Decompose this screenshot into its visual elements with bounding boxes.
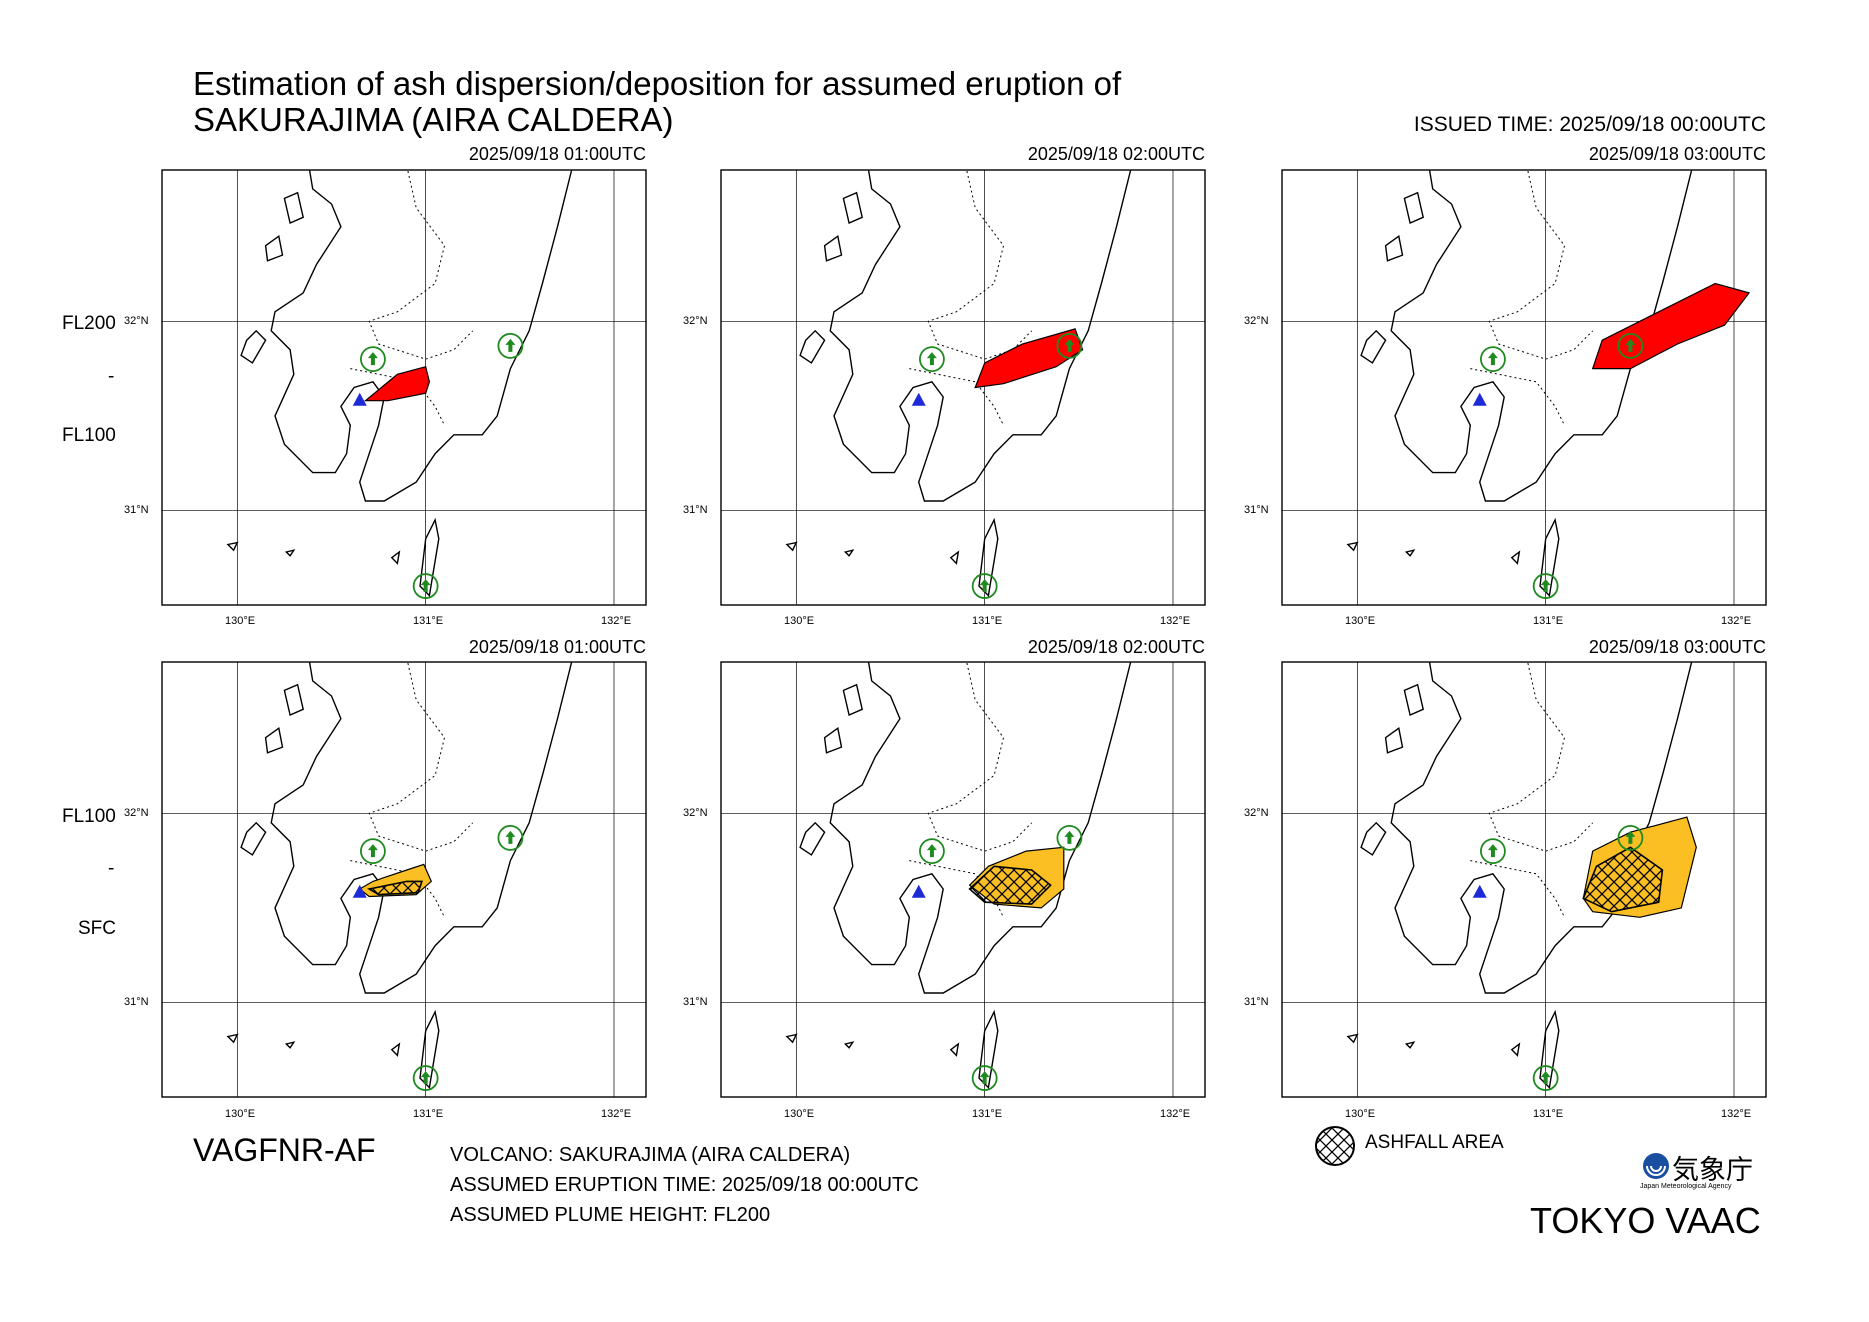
map-title-line2: SAKURAJIMA (AIRA CALDERA): [193, 101, 674, 138]
ash-area-1: [363, 365, 431, 402]
plume-height-info: ASSUMED PLUME HEIGHT: FL200: [450, 1204, 771, 1226]
agency-subtitle: Japan Meteorological Agency: [1640, 1183, 1732, 1190]
airport-icon: [1056, 332, 1083, 359]
volcano-icon: [911, 884, 926, 898]
ashfall-legend-label: ASHFALL AREA: [1365, 1132, 1504, 1153]
map-panel-6: [1282, 662, 1766, 1097]
lon-tick-130-r2c3: 130°E: [1345, 1108, 1376, 1120]
airport-icon: [919, 838, 945, 865]
airport-icon: [1617, 824, 1644, 851]
lat-tick-32-r1c1: 32°N: [124, 315, 149, 327]
lat-tick-32-r2c2: 32°N: [683, 807, 708, 819]
airport-icon: [971, 573, 998, 599]
ashfall-hatch-6: [1582, 846, 1664, 913]
map-frame-5: [720, 661, 1206, 1098]
lon-tick-132-r2c2: 132°E: [1160, 1108, 1191, 1120]
map-frame-1: [161, 169, 647, 606]
lat-tick-32-r2c3: 32°N: [1244, 807, 1269, 819]
airport-icon: [360, 346, 386, 373]
map-frame-2: [720, 169, 1206, 606]
eruption-time-info: ASSUMED ERUPTION TIME: 2025/09/18 00:00U…: [450, 1174, 919, 1196]
map-title-line1: Estimation of ash dispersion/deposition …: [193, 65, 1122, 102]
airport-icon: [919, 346, 945, 373]
lon-tick-130-r1c1: 130°E: [225, 615, 256, 627]
airport-icon: [497, 332, 524, 359]
ash-area-3: [1591, 282, 1751, 370]
row1-bottom-level: FL100: [62, 425, 116, 446]
lon-tick-132-r1c3: 132°E: [1721, 615, 1752, 627]
issued-time: ISSUED TIME: 2025/09/18 00:00UTC: [1413, 113, 1766, 136]
airport-icon: [1532, 573, 1559, 599]
volcano-icon: [1472, 884, 1487, 898]
airport-icon: [412, 1065, 439, 1091]
ashfall-hatch-5: [968, 865, 1052, 905]
lon-tick-130-r2c2: 130°E: [784, 1108, 815, 1120]
panel-time-r2c2: 2025/09/18 02:00UTC: [1027, 637, 1205, 657]
lon-tick-132-r1c2: 132°E: [1160, 615, 1191, 627]
panel-time-r1c2: 2025/09/18 02:00UTC: [1027, 144, 1205, 164]
lon-tick-132-r2c1: 132°E: [601, 1108, 632, 1120]
vaac-name: TOKYO VAAC: [1530, 1200, 1761, 1241]
volcano-icon: [352, 884, 367, 898]
lon-tick-131-r2c1: 131°E: [413, 1108, 444, 1120]
map-frame-3: [1281, 169, 1767, 606]
jma-logo-icon: [1643, 1153, 1669, 1179]
airport-icon: [1532, 1065, 1559, 1091]
lon-tick-130-r1c3: 130°E: [1345, 615, 1376, 627]
lat-tick-31-r2c3: 31°N: [1244, 996, 1269, 1008]
airport-icon: [971, 1065, 998, 1091]
product-code: VAGFNR-AF: [193, 1132, 376, 1168]
lon-tick-131-r1c3: 131°E: [1533, 615, 1564, 627]
row2-bottom-level: SFC: [78, 918, 116, 939]
airport-icon: [1056, 824, 1083, 851]
volcano-info: VOLCANO: SAKURAJIMA (AIRA CALDERA): [450, 1144, 851, 1166]
panel-time-r2c3: 2025/09/18 03:00UTC: [1588, 637, 1766, 657]
lon-tick-130-r2c1: 130°E: [225, 1108, 256, 1120]
lon-tick-131-r1c1: 131°E: [413, 615, 444, 627]
map-panel-5: [721, 662, 1205, 1097]
panel-time-r1c3: 2025/09/18 03:00UTC: [1588, 144, 1766, 164]
ashfall-hatch-4: [367, 880, 424, 896]
panel-time-r2c1: 2025/09/18 01:00UTC: [468, 637, 646, 657]
lon-tick-131-r2c3: 131°E: [1533, 1108, 1564, 1120]
airport-icon: [1617, 332, 1644, 359]
volcano-icon: [911, 392, 926, 406]
panel-time-r1c1: 2025/09/18 01:00UTC: [468, 144, 646, 164]
lat-tick-32-r1c2: 32°N: [683, 315, 708, 327]
lat-tick-31-r2c2: 31°N: [683, 996, 708, 1008]
lon-tick-131-r1c2: 131°E: [972, 615, 1003, 627]
airport-icon: [497, 824, 524, 851]
row2-dash: -: [108, 858, 115, 879]
airport-icon: [412, 573, 439, 599]
row2-top-level: FL100: [62, 806, 116, 827]
lat-tick-32-r2c1: 32°N: [124, 807, 149, 819]
lon-tick-130-r1c2: 130°E: [784, 615, 815, 627]
map-panel-2: [721, 170, 1205, 605]
map-panel-4: [162, 662, 646, 1097]
airport-icon: [1480, 838, 1506, 865]
volcano-icon: [1472, 392, 1487, 406]
lat-tick-31-r1c3: 31°N: [1244, 504, 1269, 516]
lon-tick-131-r2c2: 131°E: [972, 1108, 1003, 1120]
map-panel-3: [1282, 170, 1766, 605]
map-panel-1: [162, 170, 646, 605]
ashfall-legend-swatch: [1315, 1126, 1355, 1166]
map-frame-4: [161, 661, 647, 1098]
agency-name: 気象庁: [1672, 1155, 1753, 1185]
lon-tick-132-r1c1: 132°E: [601, 615, 632, 627]
airport-icon: [1480, 346, 1506, 373]
lat-tick-32-r1c3: 32°N: [1244, 315, 1269, 327]
row1-dash: -: [108, 366, 115, 387]
row1-top-level: FL200: [62, 313, 116, 334]
lon-tick-132-r2c3: 132°E: [1721, 1108, 1752, 1120]
lat-tick-31-r1c2: 31°N: [683, 504, 708, 516]
volcano-icon: [352, 392, 367, 406]
lat-tick-31-r1c1: 31°N: [124, 504, 149, 516]
airport-icon: [360, 838, 386, 865]
map-frame-6: [1281, 661, 1767, 1098]
lat-tick-31-r2c1: 31°N: [124, 996, 149, 1008]
